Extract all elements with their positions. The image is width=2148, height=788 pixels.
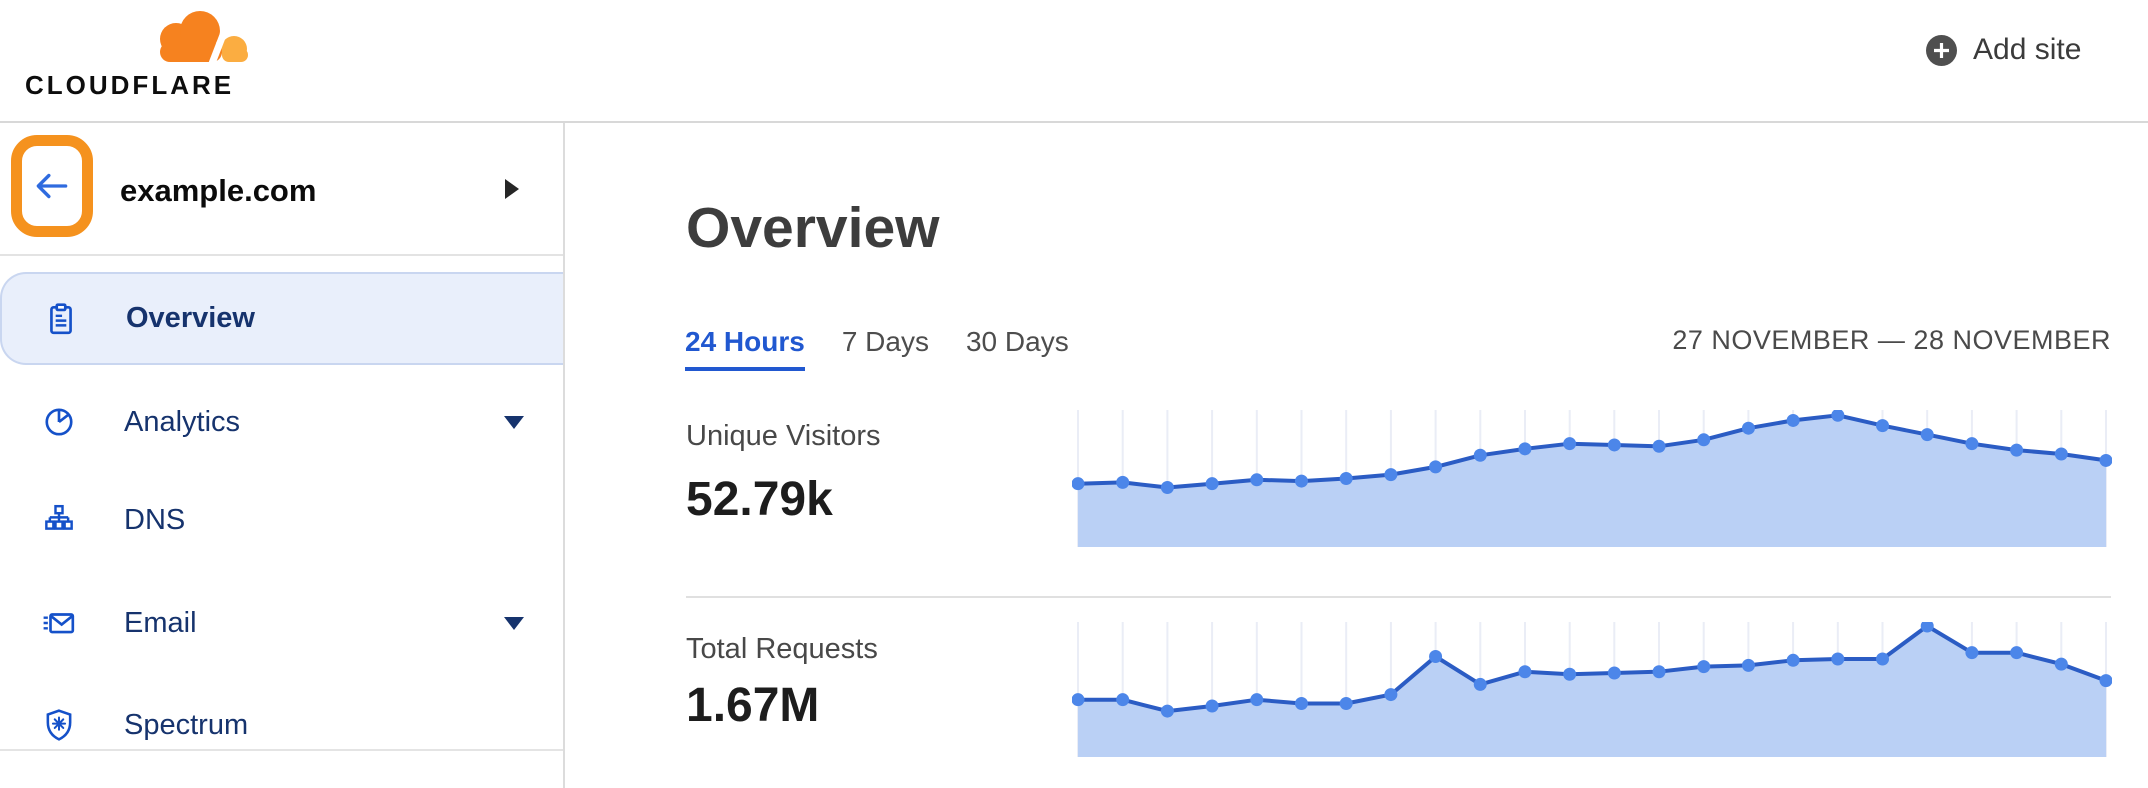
sidebar: example.com Overview Analytics [0,123,565,788]
sidebar-item-dns[interactable]: DNS [0,488,563,552]
tab-7-days[interactable]: 7 Days [841,326,929,357]
cloudflare-logo[interactable]: CLOUDFLARE [25,4,258,100]
sidebar-item-label: Analytics [124,405,241,438]
unique-visitors-chart [1071,408,2113,547]
cloudflare-wordmark: CLOUDFLARE [25,70,235,100]
clipboard-icon [44,302,78,336]
total-requests-value: 1.67M [686,679,820,732]
back-arrow-icon[interactable] [31,165,73,207]
sidebar-item-email[interactable]: Email [0,591,563,655]
sidebar-item-label: Email [124,606,197,639]
sidebar-item-label: Spectrum [124,708,249,741]
total-requests-label: Total Requests [686,633,878,665]
chevron-down-icon[interactable] [504,415,524,429]
top-navbar: CLOUDFLARE Add site [0,0,2148,123]
unique-visitors-label: Unique Visitors [686,420,881,452]
back-button-highlight-annotation [11,135,93,237]
sidebar-item-analytics[interactable]: Analytics [0,390,563,454]
tab-30-days[interactable]: 30 Days [965,326,1069,357]
main-content: Overview 24 Hours 7 Days 30 Days 27 NOVE… [567,123,2148,788]
add-site-button[interactable]: Add site [1925,33,2081,67]
total-requests-chart [1071,619,2113,757]
sidebar-item-spectrum[interactable]: Spectrum [0,693,563,757]
hierarchy-icon [42,503,76,537]
chevron-down-icon[interactable] [504,616,524,630]
sidebar-item-label: Overview [126,302,255,334]
time-range-tabs: 24 Hours 7 Days 30 Days [685,326,1069,371]
section-divider [686,596,2111,598]
sidebar-item-overview[interactable]: Overview [0,272,563,365]
date-range-label: 27 NOVEMBER — 28 NOVEMBER [1672,325,2111,355]
site-switcher-row[interactable]: example.com [0,123,563,256]
pie-chart-icon [42,405,76,439]
cloudflare-cloud-icon [138,11,258,66]
plus-circle-icon [1926,34,1957,66]
sidebar-item-label: DNS [124,503,186,536]
unique-visitors-value: 52.79k [686,473,833,526]
tab-24-hours[interactable]: 24 Hours [685,326,805,371]
site-name: example.com [120,173,317,208]
page-title: Overview [686,196,940,260]
envelope-icon [42,606,76,640]
chevron-right-icon[interactable] [505,179,519,199]
shield-icon [42,708,76,742]
sidebar-section-divider [0,749,563,751]
add-site-label: Add site [1973,33,2082,66]
